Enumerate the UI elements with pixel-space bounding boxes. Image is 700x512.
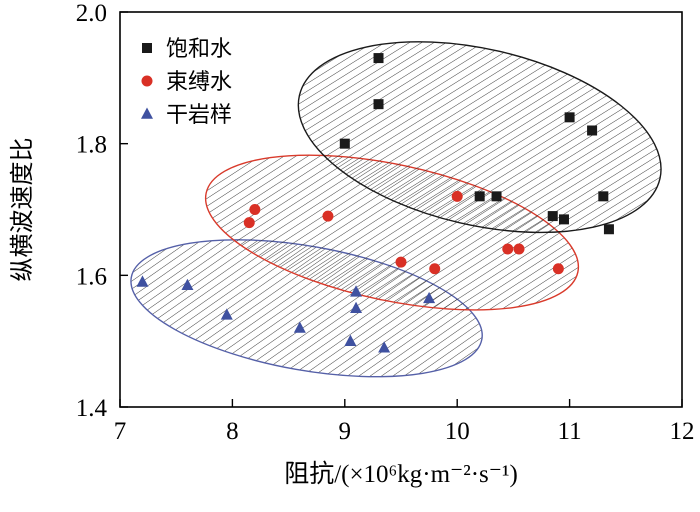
circle-marker-icon <box>429 263 441 275</box>
y-tick-label: 2.0 <box>76 0 107 27</box>
data-point <box>243 217 255 229</box>
circle-marker-icon <box>451 190 463 202</box>
triangle-marker-icon <box>136 275 149 287</box>
x-tick-label: 7 <box>114 418 127 445</box>
triangle-marker-icon <box>220 308 233 320</box>
group-ellipse <box>297 41 662 234</box>
data-point <box>513 243 525 255</box>
triangle-marker-icon <box>350 285 363 297</box>
data-point <box>491 191 502 202</box>
data-point <box>395 256 407 268</box>
circle-marker-icon <box>243 217 255 229</box>
data-point <box>423 291 436 304</box>
x-tick-label: 8 <box>226 418 239 445</box>
circle-marker-icon <box>513 243 525 255</box>
square-marker-icon <box>558 214 569 225</box>
data-point <box>474 191 485 202</box>
data-point <box>373 99 384 110</box>
data-point <box>603 224 614 235</box>
square-marker-icon <box>474 191 485 202</box>
triangle-marker-icon <box>344 334 357 346</box>
series-square <box>339 53 614 235</box>
legend-label: 饱和水 <box>166 36 232 61</box>
triangle-marker-icon <box>293 321 306 333</box>
square-marker-icon <box>587 125 598 136</box>
data-point <box>220 308 233 320</box>
series-triangle <box>136 275 436 353</box>
circle-marker-icon <box>552 263 564 275</box>
triangle-marker-icon <box>423 291 436 304</box>
data-point <box>350 301 363 314</box>
data-point <box>598 191 609 202</box>
legend-item: 束缚水 <box>141 69 232 94</box>
data-point <box>547 211 558 222</box>
series-circle <box>243 190 564 275</box>
triangle-marker-icon <box>141 107 153 119</box>
data-point <box>378 341 391 353</box>
plot-border <box>119 11 683 408</box>
data-point <box>344 334 357 346</box>
square-marker-icon <box>373 53 384 64</box>
x-tick-label: 9 <box>339 418 352 445</box>
triangle-marker-icon <box>350 301 363 314</box>
triangle-marker-icon <box>181 278 194 291</box>
data-point <box>558 214 569 225</box>
data-point <box>502 243 514 255</box>
x-axis-label: 阻抗/(×10⁶kg·m⁻²·s⁻¹) <box>284 460 518 488</box>
circle-marker-icon <box>141 75 153 87</box>
y-tick-label: 1.4 <box>76 395 108 422</box>
y-tick-label: 1.8 <box>76 132 107 159</box>
legend-label: 束缚水 <box>166 69 232 94</box>
data-point <box>451 190 463 202</box>
x-tick-label: 10 <box>445 418 470 445</box>
data-point <box>564 112 575 123</box>
data-point <box>350 285 363 297</box>
data-point <box>322 210 334 222</box>
data-point <box>552 263 564 275</box>
square-marker-icon <box>373 99 384 110</box>
square-marker-icon <box>339 138 350 149</box>
data-point <box>587 125 598 136</box>
data-point <box>373 53 384 64</box>
square-marker-icon <box>598 191 609 202</box>
x-tick-label: 11 <box>558 418 582 445</box>
square-marker-icon <box>491 191 502 202</box>
data-point <box>293 321 306 333</box>
legend-item: 干岩样 <box>141 102 232 127</box>
circle-marker-icon <box>249 204 261 215</box>
triangle-marker-icon <box>378 341 391 353</box>
circle-marker-icon <box>502 243 514 255</box>
data-point <box>249 204 261 215</box>
x-tick-label: 12 <box>670 418 695 445</box>
square-marker-icon <box>603 224 614 235</box>
legend-item: 饱和水 <box>142 36 232 61</box>
square-marker-icon <box>547 211 558 222</box>
square-marker-icon <box>564 112 575 123</box>
circle-marker-icon <box>395 256 407 268</box>
data-point <box>429 263 441 275</box>
circle-marker-icon <box>322 210 334 222</box>
data-point <box>339 138 350 149</box>
square-marker-icon <box>142 43 152 53</box>
y-tick-label: 1.6 <box>76 263 107 290</box>
data-point <box>136 275 149 287</box>
y-axis-label: 纵横波速度比 <box>9 138 36 282</box>
data-point <box>181 278 194 291</box>
legend-label: 干岩样 <box>166 102 232 127</box>
